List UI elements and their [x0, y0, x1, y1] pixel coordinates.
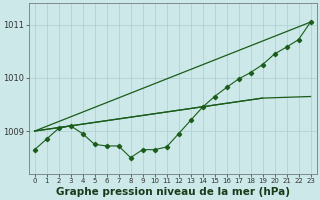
X-axis label: Graphe pression niveau de la mer (hPa): Graphe pression niveau de la mer (hPa) [56, 187, 290, 197]
